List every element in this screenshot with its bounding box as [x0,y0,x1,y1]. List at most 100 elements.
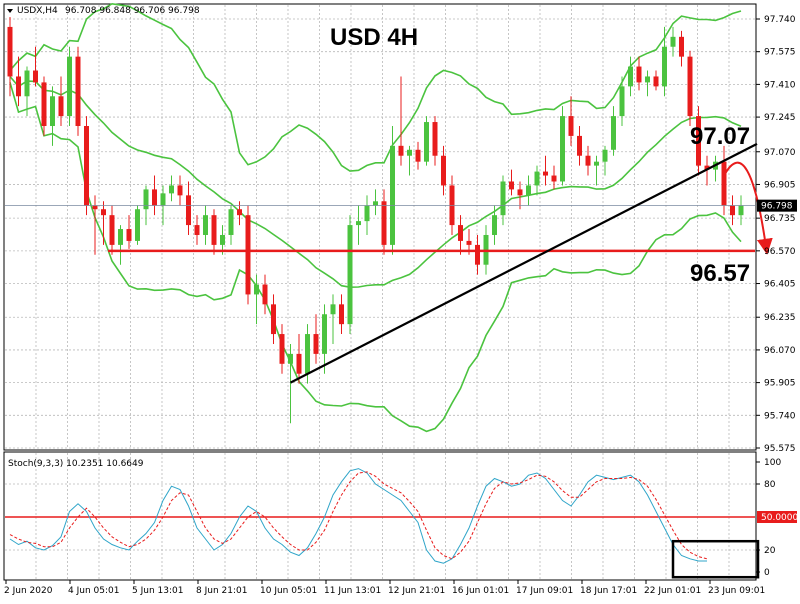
header-ohlc: 96.708 96.848 96.706 96.798 [65,6,200,16]
candle-body [41,82,47,127]
candle [322,304,327,374]
candle [339,294,344,335]
candle [118,225,123,265]
y-tick-label: 96.235 [764,313,796,323]
candle [696,106,701,176]
candle-body [721,161,727,206]
candle-body [424,122,429,162]
bollinger-upper [9,2,742,172]
candle [611,106,616,156]
candle [415,141,421,170]
candle-body [330,304,336,315]
bollinger-middle [9,75,742,289]
candle [109,205,115,255]
candle-body [186,195,191,226]
y-tick-label: 95.575 [764,444,796,454]
candle-body [92,205,98,210]
candle [551,165,557,190]
axes: 97.74097.57597.41097.24597.07096.90596.7… [4,15,798,596]
candle-body [679,36,684,57]
stoch-highlight-box [671,539,760,579]
candle [424,116,429,166]
candle [67,46,72,127]
current-price-box [757,199,797,212]
candle-body [543,171,548,176]
candle-body [611,116,616,150]
candle [730,195,735,226]
stoch-tick-label: 20 [764,546,776,556]
candle [670,26,676,57]
candle-body [602,149,608,162]
candle [228,205,234,245]
candle [432,116,438,166]
candle [271,294,276,344]
x-tick-label: 23 Jun 09:01 [708,586,765,596]
candle [347,215,353,335]
candle [24,66,30,117]
candle [721,145,727,216]
candle-body [568,116,574,136]
candle-body [296,353,302,374]
candle [75,46,81,136]
candle [169,175,174,202]
candle-body [220,234,225,245]
candle [636,56,642,91]
candle-body [687,56,693,117]
candle-body [381,201,387,245]
candle-body [203,215,208,235]
x-tick-label: 2 Jun 2020 [4,586,53,596]
candle [381,189,387,255]
candle [7,17,13,97]
bollinger-lower [9,82,742,433]
candle-body [109,215,115,245]
y-tick-label: 96.070 [764,346,796,356]
candle-body [271,304,276,335]
y-tick-label: 97.575 [764,48,796,58]
candle [407,145,412,176]
candle-body [364,205,370,222]
candle-body [101,209,106,216]
candle [373,189,378,216]
candle [177,175,183,206]
candle [662,26,667,97]
y-tick-label: 96.570 [764,247,796,257]
candle-body [50,96,55,127]
candle-body [84,126,89,206]
x-tick-label: 17 Jun 09:01 [516,586,573,596]
candle-body [407,149,412,156]
candle-body [517,189,523,196]
stoch-level-label: 50.0000 [761,513,798,523]
candle [585,145,591,176]
y-tick-label: 95.740 [764,411,796,421]
grid [5,5,755,579]
y-tick-label: 96.735 [764,214,796,224]
y-tick-label: 97.740 [764,15,796,25]
candle [645,70,650,97]
dropdown-triangle-icon [7,9,13,13]
candle-body [738,205,744,216]
bollinger-bands [9,2,742,433]
candle [288,343,293,424]
candle-body [262,284,268,305]
candle-body [67,56,72,117]
candle [364,195,370,235]
candle-body [390,145,395,245]
candle [687,50,693,127]
candle-body [347,225,353,325]
candle-body [339,304,344,325]
candle [194,215,200,245]
candle [509,169,514,196]
candle [16,56,21,107]
trendline [289,142,758,384]
candle [738,195,744,226]
candle [390,126,395,255]
candle [33,46,38,87]
candle-body [126,229,132,241]
x-tick-label: 10 Jun 05:01 [260,586,317,596]
candles [7,17,744,424]
stoch-tick-label: 100 [764,458,781,468]
candle [560,106,565,186]
y-tick-label: 97.245 [764,113,796,123]
